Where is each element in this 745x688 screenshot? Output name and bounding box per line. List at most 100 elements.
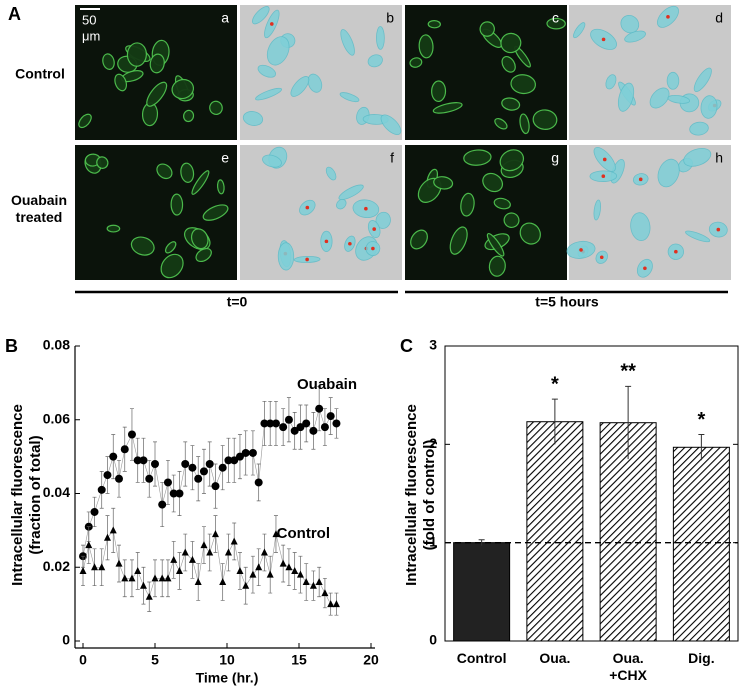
cell (149, 53, 165, 74)
data-point (158, 500, 167, 509)
data-point (163, 478, 172, 487)
data-point (115, 559, 123, 567)
micrograph-bg (405, 145, 567, 280)
data-point (199, 467, 208, 476)
data-point (271, 419, 280, 428)
cell (375, 211, 391, 229)
panel-letter: g (551, 150, 559, 166)
cell (667, 94, 691, 104)
cell (493, 197, 511, 210)
cell (325, 166, 337, 181)
nucleus-dot (638, 177, 643, 182)
time-label: t=5 hours (535, 294, 599, 310)
data-point (128, 574, 136, 582)
data-point (151, 574, 159, 582)
data-point (109, 526, 117, 534)
nucleus-dot (579, 248, 583, 252)
data-point (121, 574, 129, 582)
row-label: Control (15, 66, 65, 82)
cell (102, 53, 115, 70)
panel-letter: b (386, 10, 394, 26)
y-tick-label: 0.06 (43, 410, 70, 426)
cell (685, 230, 711, 243)
data-point (260, 548, 268, 556)
panel-letter: a (221, 10, 229, 26)
nucleus-dot (674, 249, 678, 254)
cell (164, 241, 177, 254)
data-point (224, 456, 233, 465)
cell (266, 36, 290, 66)
nucleus-dot (364, 206, 368, 211)
significance-mark: * (697, 409, 705, 431)
cell (449, 226, 468, 255)
data-point (219, 578, 227, 585)
cell (620, 14, 640, 34)
data-point (98, 563, 106, 571)
cell (700, 95, 718, 119)
cell (252, 6, 270, 25)
data-point (115, 474, 123, 483)
error-bar (698, 434, 705, 461)
nucleus-dot (599, 255, 604, 260)
data-point (320, 423, 329, 432)
data-point (175, 566, 183, 574)
x-tick-label: Dig. (688, 650, 715, 666)
data-point (188, 555, 196, 563)
cell (262, 154, 282, 168)
y-tick-label: 0 (429, 632, 437, 648)
cell (190, 228, 209, 250)
data-point (206, 548, 214, 556)
x-tick-label: 20 (363, 652, 379, 668)
data-point (255, 563, 263, 571)
cell (191, 170, 210, 195)
cell (290, 76, 310, 97)
nucleus-dot (305, 205, 310, 210)
cell (501, 55, 516, 73)
x-tick-label: 10 (219, 652, 235, 668)
y-tick-label: 1 (429, 533, 437, 549)
cell (488, 255, 506, 277)
x-axis-label: Time (hr.) (196, 670, 259, 686)
cell (78, 113, 92, 129)
y-tick-label: 0.04 (43, 484, 70, 500)
data-point (236, 566, 244, 574)
cell (183, 109, 195, 123)
data-point (194, 474, 203, 483)
micrograph-bg (569, 145, 731, 280)
cell (482, 172, 504, 193)
panel-label: A (8, 4, 21, 24)
data-point (321, 589, 329, 597)
y-axis-label: (fraction of total) (27, 435, 44, 554)
panel-letter: c (552, 10, 559, 26)
x-tick-label: 15 (291, 652, 307, 668)
cell (683, 148, 712, 167)
cell (380, 114, 402, 135)
cell (114, 73, 128, 92)
data-point (266, 419, 275, 428)
data-point (326, 412, 335, 421)
data-point (188, 463, 197, 472)
data-point (241, 448, 250, 457)
cell (500, 32, 522, 54)
row-label: Ouabain treated (10, 192, 67, 225)
x-tick-label: Control (456, 650, 507, 666)
error-bar (478, 539, 485, 546)
cell (666, 71, 680, 90)
data-point (164, 574, 172, 582)
cell (339, 92, 360, 103)
nucleus-dot (270, 22, 274, 26)
bar (672, 446, 730, 642)
cell (255, 87, 283, 101)
cell (649, 87, 670, 109)
scale-unit: μm (82, 28, 100, 43)
panel-letter: e (221, 150, 229, 166)
data-point (296, 570, 304, 578)
panel-label: B (5, 336, 18, 356)
data-point (224, 548, 232, 556)
nucleus-dot (371, 246, 375, 251)
data-point (139, 581, 147, 589)
micrograph (75, 5, 237, 140)
cell (96, 156, 109, 169)
data-point (285, 563, 293, 571)
cell (171, 78, 195, 100)
